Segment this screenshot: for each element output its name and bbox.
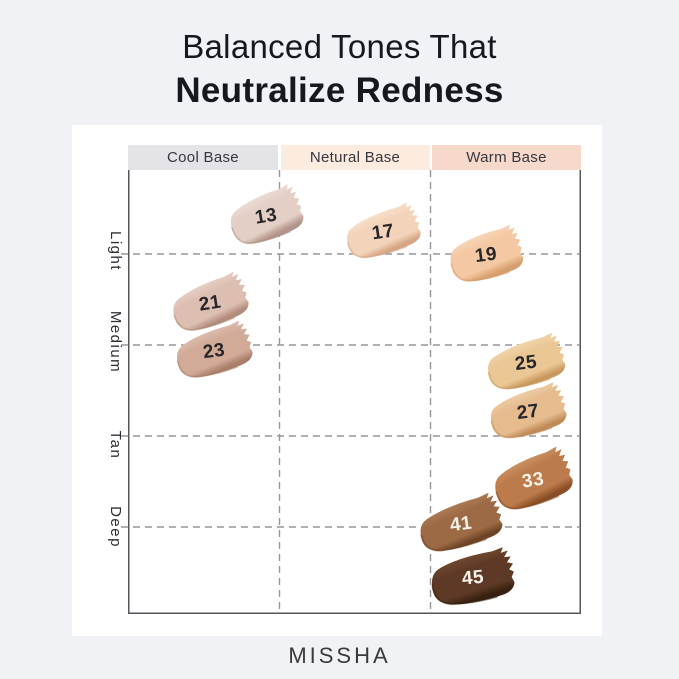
title-line-1: Balanced Tones That [182,28,497,65]
title-line-2: Neutralize Redness [175,71,504,110]
grid-lines [121,170,581,614]
shade-chart-card: Cool Base Netural Base Warm Base Light M… [72,125,602,636]
row-label-tan: Tan [107,430,124,460]
row-label-light: Light [107,230,124,272]
column-header-cool-base: Cool Base [128,145,278,170]
column-header-neutral-base: Netural Base [280,145,430,170]
row-label-medium: Medium [107,310,124,374]
row-label-deep: Deep [107,506,124,548]
page-title: Balanced Tones That Neutralize Redness [0,26,679,113]
brand-logo: MISSHA [288,643,391,668]
column-header-warm-base: Warm Base [432,145,581,170]
